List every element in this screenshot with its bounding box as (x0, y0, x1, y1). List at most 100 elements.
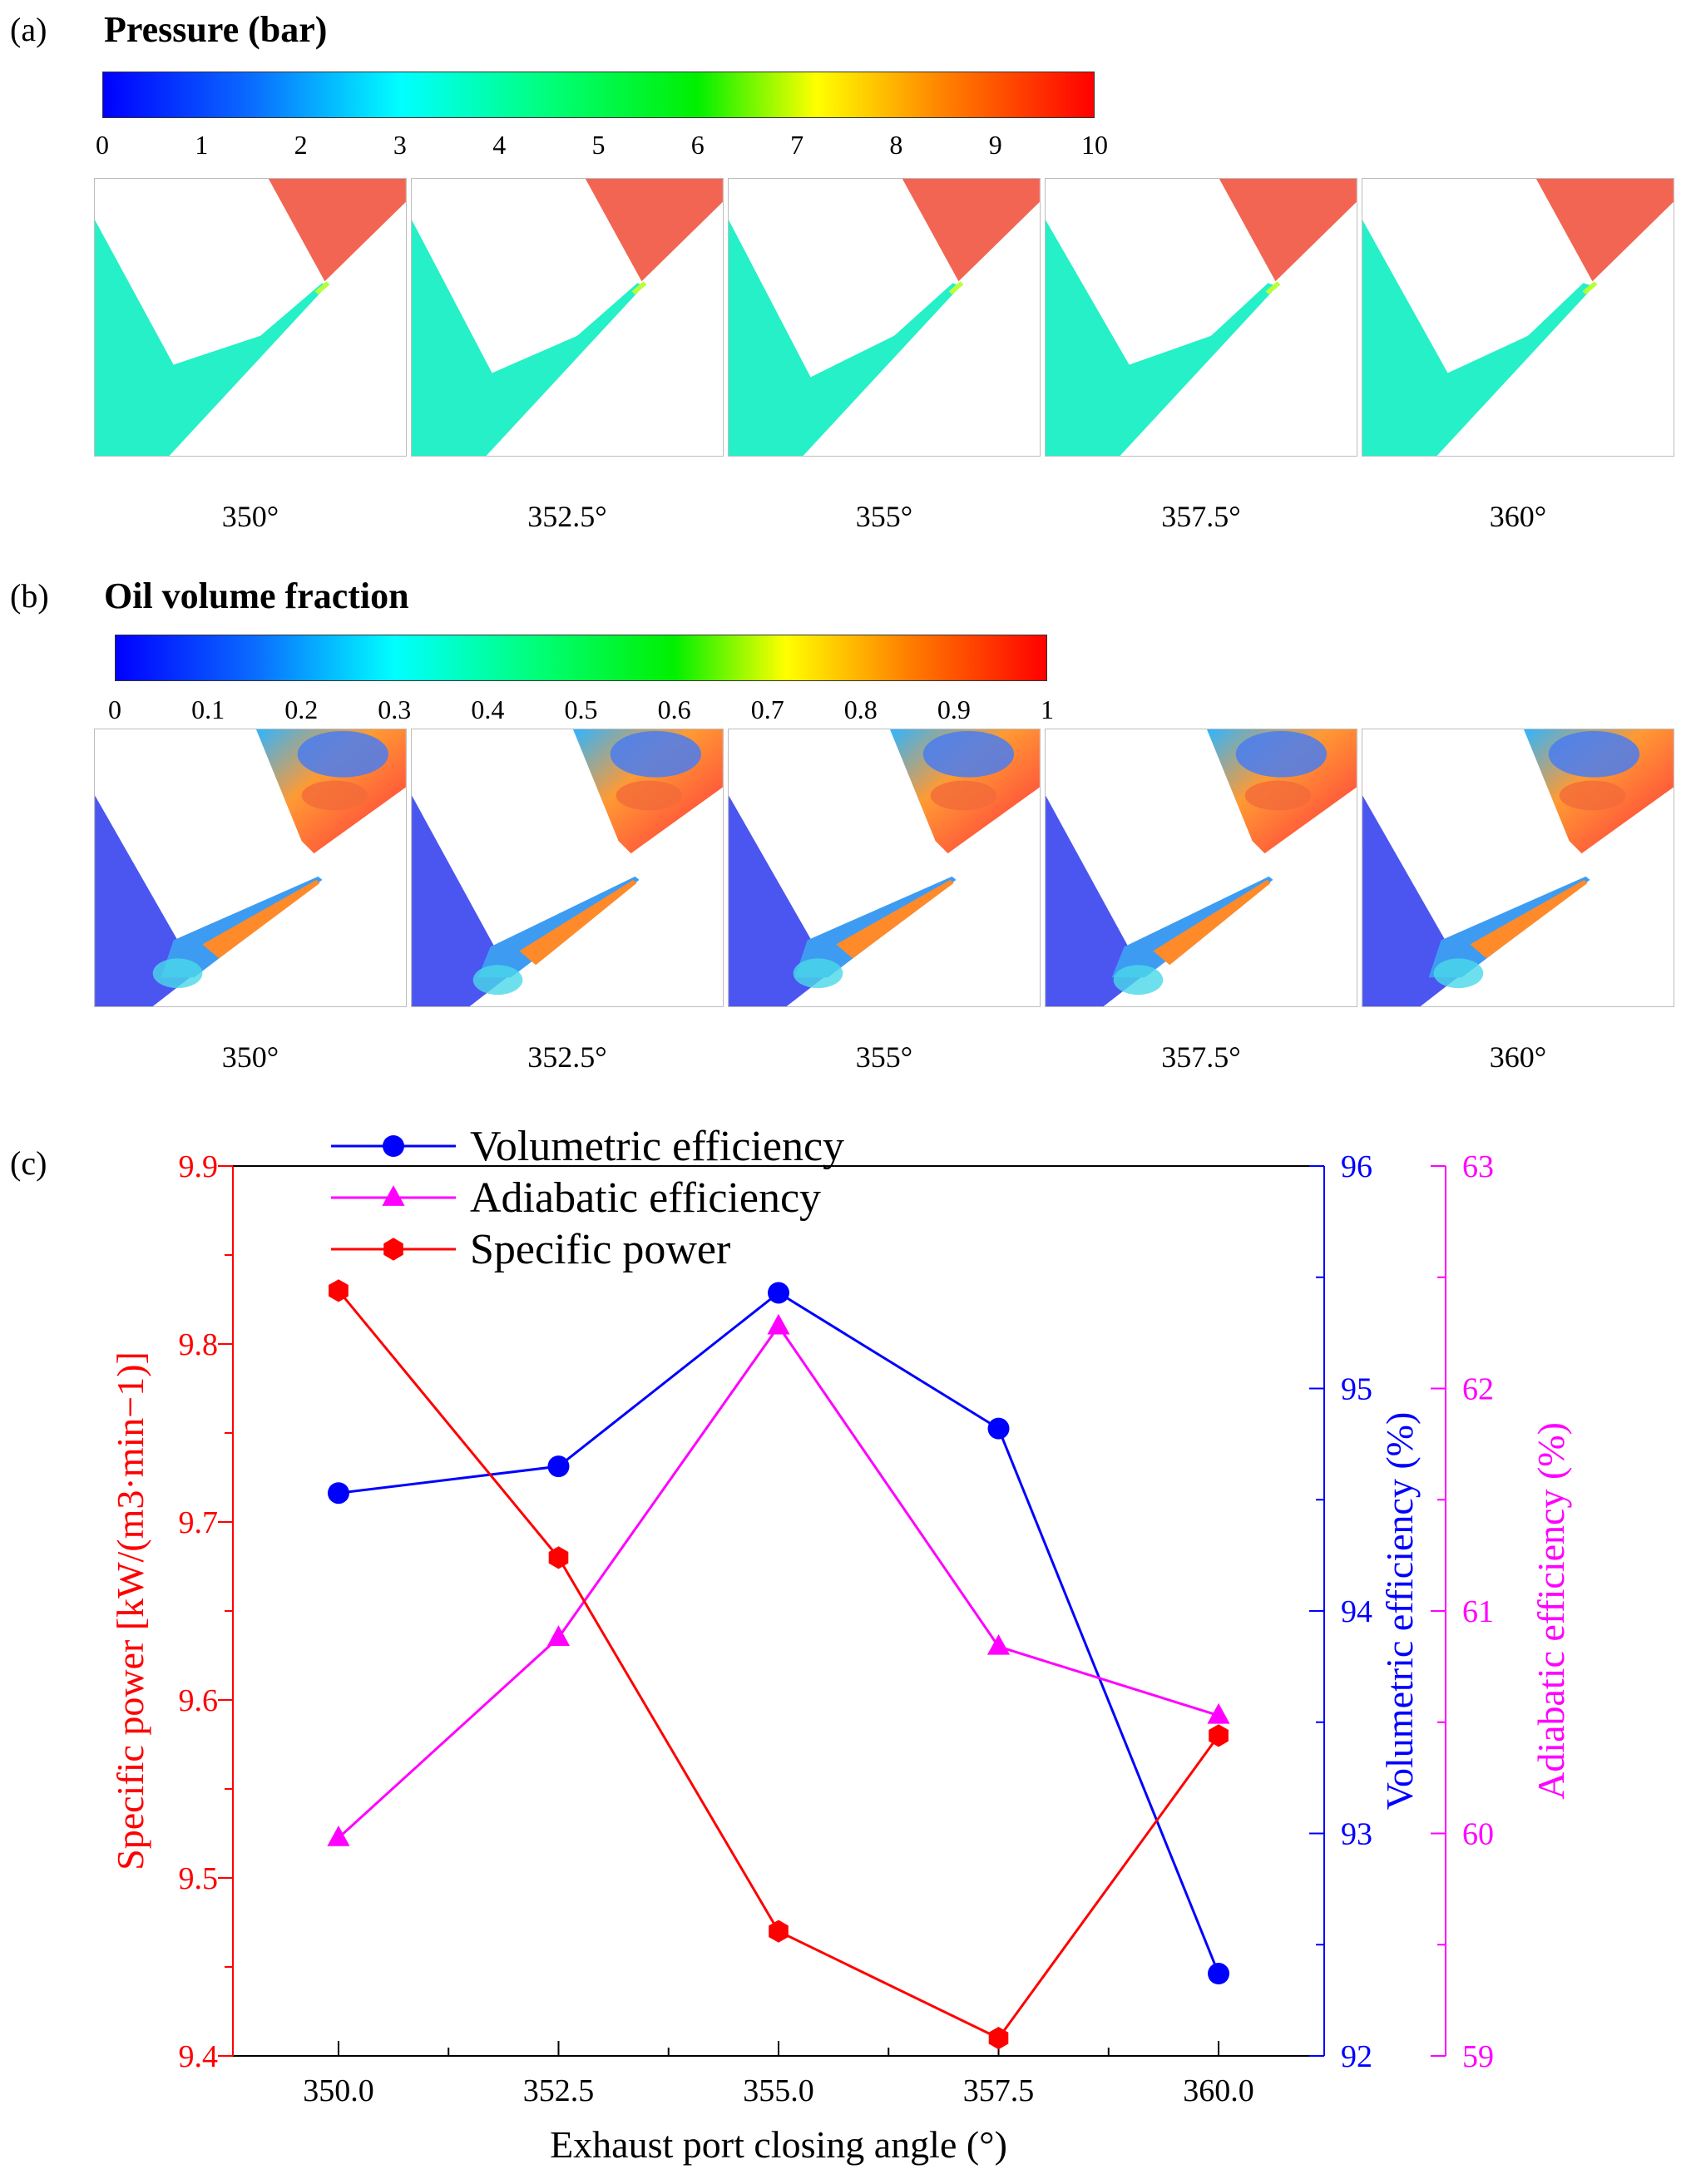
data-point (988, 2027, 1009, 2050)
pressure-contour-panel (94, 178, 407, 457)
pressure-angle-captions: 350° 352.5° 355° 357.5° 360° (94, 499, 1679, 541)
data-point (1209, 1724, 1229, 1747)
angle-caption: 352.5° (527, 1040, 607, 1074)
colorbar-tick: 0.6 (657, 694, 691, 724)
legend-label: Adiabatic efficiency (470, 1174, 821, 1222)
colorbar-tick: 9 (988, 130, 1002, 160)
right-y-axis-title: Volumetric efficiency (%) (1378, 1412, 1421, 1811)
colorbar-tick: 10 (1081, 130, 1108, 160)
pressure-contour-row (94, 178, 1679, 457)
oil-colorbar-title: Oil volume fraction (104, 576, 409, 616)
colorbar-tick: 0.2 (284, 694, 319, 724)
oil-colorbar (115, 635, 1047, 681)
colorbar-tick: 0.8 (843, 694, 878, 724)
left-tick-label: 9.8 (179, 1327, 219, 1362)
legend-label: Specific power (470, 1226, 730, 1273)
x-tick-label: 352.5 (523, 2073, 595, 2108)
data-point (329, 1279, 349, 1302)
left-tick-label: 9.7 (179, 1505, 219, 1540)
data-point (383, 1238, 403, 1261)
pressure-contour-panel (411, 178, 724, 457)
left-y-axis-title: Specific power [kW/(m3·min−1)] (109, 1351, 151, 1870)
oil-fraction-contour-panel (411, 729, 724, 1007)
angle-caption: 352.5° (527, 500, 607, 533)
x-tick-label: 360.0 (1183, 2073, 1254, 2108)
pressure-colorbar (102, 72, 1095, 118)
colorbar-tick: 5 (591, 130, 606, 160)
oil-fraction-contour-panel (728, 729, 1041, 1007)
data-point (382, 1185, 405, 1206)
legend-label: Volumetric efficiency (470, 1123, 844, 1170)
right1-tick-label: 96 (1341, 1149, 1372, 1184)
colorbar-tick: 0.1 (191, 694, 225, 724)
panel-a-label: (a) (10, 11, 47, 48)
colorbar-tick: 0.5 (564, 694, 598, 724)
colorbar-tick: 7 (790, 130, 804, 160)
oil-angle-captions: 350° 352.5° 355° 357.5° 360° (94, 1040, 1679, 1081)
angle-caption: 360° (1489, 500, 1547, 533)
right1-tick-label: 94 (1341, 1594, 1372, 1629)
colorbar-tick: 2 (294, 130, 308, 160)
colorbar-tick: 0.3 (378, 694, 412, 724)
pressure-contour-panel (1362, 178, 1674, 457)
efficiency-chart: 350.0 352.5 355.0 357.5 360.0 Exhaust port cl… (109, 1123, 1572, 2166)
colorbar-tick: 0.7 (750, 694, 784, 724)
left-tick-label: 9.9 (179, 1149, 219, 1184)
right1-tick-label: 95 (1341, 1372, 1372, 1407)
pressure-colorbar-title: Pressure (bar) (104, 9, 328, 50)
data-point (767, 1313, 790, 1335)
colorbar-tick: 4 (492, 130, 507, 160)
pressure-contour-panel (728, 178, 1041, 457)
left-tick-label: 9.4 (179, 2039, 219, 2074)
angle-caption: 357.5° (1161, 500, 1241, 533)
data-point (383, 1135, 404, 1157)
angle-caption: 360° (1489, 1040, 1547, 1074)
left-tick-label: 9.5 (179, 1861, 219, 1896)
data-point (987, 1417, 1010, 1440)
data-point (769, 1920, 789, 1943)
colorbar-tick: 0.9 (937, 694, 971, 724)
right2-tick-label: 59 (1462, 2039, 1494, 2074)
data-point (1208, 1963, 1230, 1985)
right1-tick-label: 92 (1341, 2039, 1372, 2074)
angle-caption: 357.5° (1161, 1040, 1241, 1074)
colorbar-tick: 1 (195, 130, 209, 160)
angle-caption: 355° (855, 1040, 913, 1074)
oil-fraction-contour-panel (1362, 729, 1674, 1007)
x-axis-title: Exhaust port closing angle (°) (550, 2123, 1007, 2166)
colorbar-tick: 0 (108, 694, 121, 724)
data-point (986, 1633, 1011, 1655)
pressure-contour-panel (1045, 178, 1357, 457)
data-point (1207, 1702, 1230, 1724)
data-point (546, 1625, 571, 1646)
x-tick-label: 350.0 (303, 2073, 374, 2108)
angle-caption: 355° (855, 500, 913, 533)
oil-fraction-contour-panel (94, 729, 407, 1007)
colorbar-tick: 6 (690, 130, 705, 160)
right2-tick-label: 60 (1462, 1817, 1494, 1852)
angle-caption: 350° (221, 500, 279, 533)
x-tick-label: 357.5 (963, 2073, 1035, 2108)
panel-c-label: (c) (10, 1144, 47, 1182)
panel-b-label: (b) (10, 577, 49, 615)
series-line (337, 1323, 1219, 1839)
right2-tick-label: 61 (1462, 1594, 1494, 1629)
series-line (338, 1291, 1220, 1974)
colorbar-tick: 0.4 (471, 694, 505, 724)
right2-tick-label: 63 (1462, 1149, 1494, 1184)
adiabatic-y-axis-title: Adiabatic efficiency (%) (1530, 1422, 1572, 1800)
right2-tick-label: 62 (1462, 1372, 1494, 1407)
colorbar-tick: 0 (96, 130, 109, 160)
data-point (327, 1826, 350, 1846)
data-point (547, 1455, 570, 1478)
oil-fraction-contour-panel (1045, 729, 1357, 1007)
colorbar-tick: 3 (393, 130, 407, 160)
angle-caption: 350° (221, 1040, 279, 1074)
oil-fraction-contour-row (94, 729, 1679, 1007)
data-point (548, 1546, 569, 1569)
colorbar-tick: 8 (889, 130, 903, 160)
pressure-colorbar-ticks: 0 1 2 3 4 5 6 7 8 9 10 (96, 130, 1108, 163)
left-tick-label: 9.6 (179, 1683, 219, 1718)
data-point (768, 1282, 789, 1304)
oil-colorbar-ticks: 0 0.1 0.2 0.3 0.4 0.5 0.6 0.7 0.8 0.9 1 (108, 694, 1054, 728)
